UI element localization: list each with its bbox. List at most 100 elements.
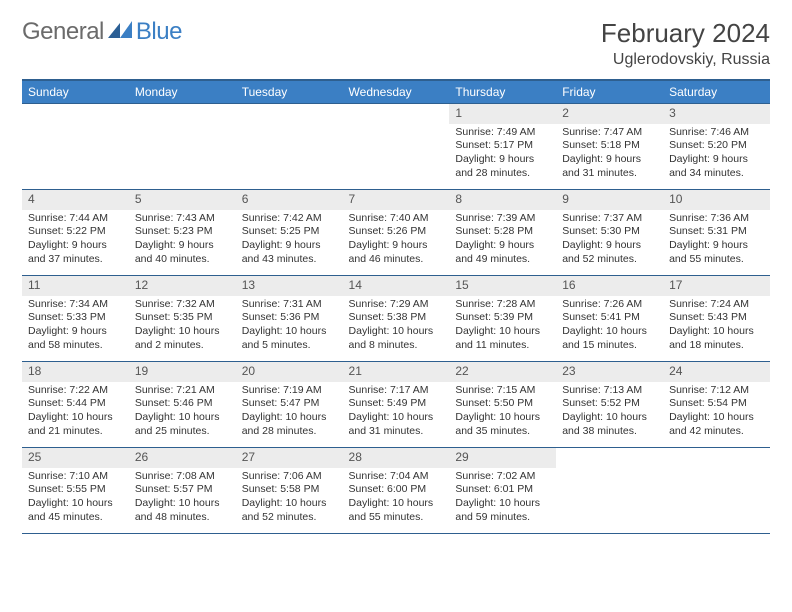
day-number: 3 xyxy=(663,104,770,124)
calendar-day-cell xyxy=(343,104,450,190)
weekday-header: Monday xyxy=(129,80,236,104)
weekday-header-row: SundayMondayTuesdayWednesdayThursdayFrid… xyxy=(22,80,770,104)
day-details: Sunrise: 7:21 AMSunset: 5:46 PMDaylight:… xyxy=(129,382,236,443)
day-details: Sunrise: 7:22 AMSunset: 5:44 PMDaylight:… xyxy=(22,382,129,443)
header: General Blue February 2024 Uglerodovskiy… xyxy=(22,18,770,69)
day-details: Sunrise: 7:42 AMSunset: 5:25 PMDaylight:… xyxy=(236,210,343,271)
calendar-day-cell: 19Sunrise: 7:21 AMSunset: 5:46 PMDayligh… xyxy=(129,362,236,448)
calendar-day-cell: 14Sunrise: 7:29 AMSunset: 5:38 PMDayligh… xyxy=(343,276,450,362)
calendar-day-cell: 18Sunrise: 7:22 AMSunset: 5:44 PMDayligh… xyxy=(22,362,129,448)
weekday-header: Tuesday xyxy=(236,80,343,104)
calendar-day-cell xyxy=(556,448,663,534)
calendar-day-cell: 12Sunrise: 7:32 AMSunset: 5:35 PMDayligh… xyxy=(129,276,236,362)
day-details: Sunrise: 7:29 AMSunset: 5:38 PMDaylight:… xyxy=(343,296,450,357)
location: Uglerodovskiy, Russia xyxy=(601,51,770,69)
day-details: Sunrise: 7:39 AMSunset: 5:28 PMDaylight:… xyxy=(449,210,556,271)
day-number: 23 xyxy=(556,362,663,382)
day-number: 11 xyxy=(22,276,129,296)
calendar-day-cell: 3Sunrise: 7:46 AMSunset: 5:20 PMDaylight… xyxy=(663,104,770,190)
calendar-day-cell: 27Sunrise: 7:06 AMSunset: 5:58 PMDayligh… xyxy=(236,448,343,534)
calendar-week-row: 4Sunrise: 7:44 AMSunset: 5:22 PMDaylight… xyxy=(22,190,770,276)
day-number: 16 xyxy=(556,276,663,296)
day-details: Sunrise: 7:08 AMSunset: 5:57 PMDaylight:… xyxy=(129,468,236,529)
calendar-day-cell: 17Sunrise: 7:24 AMSunset: 5:43 PMDayligh… xyxy=(663,276,770,362)
day-details: Sunrise: 7:31 AMSunset: 5:36 PMDaylight:… xyxy=(236,296,343,357)
day-number: 29 xyxy=(449,448,556,468)
calendar-table: SundayMondayTuesdayWednesdayThursdayFrid… xyxy=(22,79,770,534)
calendar-day-cell: 24Sunrise: 7:12 AMSunset: 5:54 PMDayligh… xyxy=(663,362,770,448)
day-number: 1 xyxy=(449,104,556,124)
day-number: 2 xyxy=(556,104,663,124)
day-number: 5 xyxy=(129,190,236,210)
day-details: Sunrise: 7:28 AMSunset: 5:39 PMDaylight:… xyxy=(449,296,556,357)
calendar-day-cell: 8Sunrise: 7:39 AMSunset: 5:28 PMDaylight… xyxy=(449,190,556,276)
day-details: Sunrise: 7:19 AMSunset: 5:47 PMDaylight:… xyxy=(236,382,343,443)
day-details: Sunrise: 7:15 AMSunset: 5:50 PMDaylight:… xyxy=(449,382,556,443)
calendar-day-cell: 25Sunrise: 7:10 AMSunset: 5:55 PMDayligh… xyxy=(22,448,129,534)
weekday-header: Wednesday xyxy=(343,80,450,104)
day-details: Sunrise: 7:24 AMSunset: 5:43 PMDaylight:… xyxy=(663,296,770,357)
day-details: Sunrise: 7:17 AMSunset: 5:49 PMDaylight:… xyxy=(343,382,450,443)
calendar-day-cell xyxy=(663,448,770,534)
weekday-header: Friday xyxy=(556,80,663,104)
day-details: Sunrise: 7:43 AMSunset: 5:23 PMDaylight:… xyxy=(129,210,236,271)
calendar-day-cell: 22Sunrise: 7:15 AMSunset: 5:50 PMDayligh… xyxy=(449,362,556,448)
calendar-day-cell: 6Sunrise: 7:42 AMSunset: 5:25 PMDaylight… xyxy=(236,190,343,276)
day-details: Sunrise: 7:40 AMSunset: 5:26 PMDaylight:… xyxy=(343,210,450,271)
day-details: Sunrise: 7:37 AMSunset: 5:30 PMDaylight:… xyxy=(556,210,663,271)
day-number: 12 xyxy=(129,276,236,296)
day-number: 10 xyxy=(663,190,770,210)
day-details: Sunrise: 7:12 AMSunset: 5:54 PMDaylight:… xyxy=(663,382,770,443)
calendar-body: 1Sunrise: 7:49 AMSunset: 5:17 PMDaylight… xyxy=(22,104,770,534)
weekday-header: Thursday xyxy=(449,80,556,104)
day-number: 13 xyxy=(236,276,343,296)
calendar-week-row: 11Sunrise: 7:34 AMSunset: 5:33 PMDayligh… xyxy=(22,276,770,362)
calendar-day-cell xyxy=(129,104,236,190)
day-number: 15 xyxy=(449,276,556,296)
calendar-day-cell: 7Sunrise: 7:40 AMSunset: 5:26 PMDaylight… xyxy=(343,190,450,276)
day-details: Sunrise: 7:04 AMSunset: 6:00 PMDaylight:… xyxy=(343,468,450,529)
calendar-day-cell: 1Sunrise: 7:49 AMSunset: 5:17 PMDaylight… xyxy=(449,104,556,190)
calendar-day-cell: 11Sunrise: 7:34 AMSunset: 5:33 PMDayligh… xyxy=(22,276,129,362)
day-number: 28 xyxy=(343,448,450,468)
day-details: Sunrise: 7:13 AMSunset: 5:52 PMDaylight:… xyxy=(556,382,663,443)
day-number: 17 xyxy=(663,276,770,296)
day-details: Sunrise: 7:02 AMSunset: 6:01 PMDaylight:… xyxy=(449,468,556,529)
calendar-day-cell: 4Sunrise: 7:44 AMSunset: 5:22 PMDaylight… xyxy=(22,190,129,276)
calendar-week-row: 25Sunrise: 7:10 AMSunset: 5:55 PMDayligh… xyxy=(22,448,770,534)
month-year: February 2024 xyxy=(601,18,770,49)
calendar-day-cell: 23Sunrise: 7:13 AMSunset: 5:52 PMDayligh… xyxy=(556,362,663,448)
day-details: Sunrise: 7:06 AMSunset: 5:58 PMDaylight:… xyxy=(236,468,343,529)
calendar-day-cell: 20Sunrise: 7:19 AMSunset: 5:47 PMDayligh… xyxy=(236,362,343,448)
day-details: Sunrise: 7:34 AMSunset: 5:33 PMDaylight:… xyxy=(22,296,129,357)
day-details: Sunrise: 7:44 AMSunset: 5:22 PMDaylight:… xyxy=(22,210,129,271)
calendar-day-cell: 16Sunrise: 7:26 AMSunset: 5:41 PMDayligh… xyxy=(556,276,663,362)
day-details: Sunrise: 7:46 AMSunset: 5:20 PMDaylight:… xyxy=(663,124,770,185)
day-details: Sunrise: 7:10 AMSunset: 5:55 PMDaylight:… xyxy=(22,468,129,529)
day-details: Sunrise: 7:47 AMSunset: 5:18 PMDaylight:… xyxy=(556,124,663,185)
calendar-day-cell xyxy=(22,104,129,190)
day-number: 8 xyxy=(449,190,556,210)
day-number: 24 xyxy=(663,362,770,382)
day-number: 9 xyxy=(556,190,663,210)
day-number: 14 xyxy=(343,276,450,296)
calendar-day-cell: 15Sunrise: 7:28 AMSunset: 5:39 PMDayligh… xyxy=(449,276,556,362)
logo-flag-icon xyxy=(108,20,134,38)
calendar-day-cell: 13Sunrise: 7:31 AMSunset: 5:36 PMDayligh… xyxy=(236,276,343,362)
weekday-header: Saturday xyxy=(663,80,770,104)
day-number: 25 xyxy=(22,448,129,468)
calendar-day-cell: 21Sunrise: 7:17 AMSunset: 5:49 PMDayligh… xyxy=(343,362,450,448)
day-number: 19 xyxy=(129,362,236,382)
day-details: Sunrise: 7:36 AMSunset: 5:31 PMDaylight:… xyxy=(663,210,770,271)
day-number: 22 xyxy=(449,362,556,382)
calendar-week-row: 1Sunrise: 7:49 AMSunset: 5:17 PMDaylight… xyxy=(22,104,770,190)
day-details: Sunrise: 7:49 AMSunset: 5:17 PMDaylight:… xyxy=(449,124,556,185)
day-details: Sunrise: 7:32 AMSunset: 5:35 PMDaylight:… xyxy=(129,296,236,357)
calendar-day-cell: 10Sunrise: 7:36 AMSunset: 5:31 PMDayligh… xyxy=(663,190,770,276)
title-block: February 2024 Uglerodovskiy, Russia xyxy=(601,18,770,69)
day-number: 18 xyxy=(22,362,129,382)
day-details: Sunrise: 7:26 AMSunset: 5:41 PMDaylight:… xyxy=(556,296,663,357)
calendar-day-cell xyxy=(236,104,343,190)
calendar-day-cell: 5Sunrise: 7:43 AMSunset: 5:23 PMDaylight… xyxy=(129,190,236,276)
day-number: 4 xyxy=(22,190,129,210)
